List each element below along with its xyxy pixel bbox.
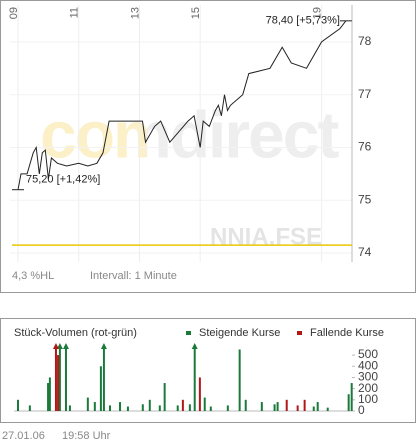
y-tick-label: 100 bbox=[358, 392, 378, 406]
volume-bar bbox=[126, 406, 129, 411]
volume-bar bbox=[99, 366, 102, 411]
watermark: comdirect bbox=[40, 97, 339, 171]
volume-bar bbox=[347, 394, 350, 411]
volume-bar bbox=[312, 406, 315, 411]
range-note: 4,3 %HL bbox=[12, 270, 54, 282]
legend-swatch bbox=[186, 331, 191, 335]
volume-bar bbox=[93, 402, 96, 411]
volume-bar bbox=[176, 405, 179, 411]
overflow-arrow bbox=[62, 343, 69, 349]
volume-bar bbox=[285, 399, 288, 411]
volume-bar bbox=[119, 402, 122, 411]
y-tick-label: 74 bbox=[358, 245, 372, 259]
volume-bar bbox=[141, 404, 144, 411]
overflow-arrow bbox=[191, 343, 198, 349]
volume-bar bbox=[17, 399, 19, 411]
y-tick-label: 300 bbox=[358, 370, 378, 384]
x-tick-label: 09 bbox=[8, 7, 20, 19]
volume-bar bbox=[296, 405, 299, 411]
volume-bar bbox=[47, 383, 50, 411]
interval-note: Intervall: 1 Minute bbox=[90, 270, 177, 282]
price-line bbox=[17, 20, 347, 190]
watermark: NNIA.FSE bbox=[210, 223, 322, 250]
volume-bar bbox=[350, 383, 353, 411]
volume-bar bbox=[276, 402, 279, 411]
x-tick-label: 13 bbox=[129, 7, 141, 19]
volume-bar bbox=[238, 349, 241, 411]
volume-bar bbox=[64, 345, 67, 411]
overflow-arrow bbox=[56, 343, 63, 349]
y-tick-label: 77 bbox=[358, 87, 372, 101]
legend-label: Steigende Kurse bbox=[199, 327, 280, 339]
annotation: 78,40 [+5,73%] bbox=[266, 15, 340, 27]
volume-bar bbox=[28, 405, 31, 411]
legend-label: Fallende Kurse bbox=[310, 327, 384, 339]
volume-panel bbox=[0, 318, 416, 423]
volume-bar bbox=[273, 404, 276, 411]
volume-bar bbox=[68, 405, 71, 411]
y-tick-label: 78 bbox=[358, 34, 372, 48]
y-tick-label: 200 bbox=[358, 381, 378, 395]
volume-bar bbox=[158, 405, 161, 411]
y-tick-label: 0 bbox=[358, 403, 365, 417]
y-tick-label: 75 bbox=[358, 192, 372, 206]
volume-bar bbox=[109, 405, 112, 411]
volume-bar bbox=[260, 402, 263, 411]
volume-bar bbox=[148, 399, 151, 411]
footer-date: 27.01.06 bbox=[2, 430, 45, 442]
volume-bar bbox=[181, 399, 184, 411]
price-panel bbox=[0, 0, 416, 293]
volume-bar bbox=[244, 399, 247, 411]
x-tick-label: 15 bbox=[190, 7, 202, 19]
y-tick-label: 400 bbox=[358, 358, 378, 372]
volume-bar bbox=[57, 355, 60, 411]
volume-bar bbox=[163, 383, 166, 411]
volume-bar bbox=[86, 397, 89, 411]
x-tick-label: 19 bbox=[312, 7, 324, 19]
legend-swatch bbox=[297, 331, 302, 335]
volume-bar bbox=[203, 397, 206, 411]
volume-bar bbox=[193, 345, 196, 411]
volume-title: Stück-Volumen (rot-grün) bbox=[14, 327, 137, 339]
volume-bar bbox=[198, 377, 201, 411]
volume-bar bbox=[48, 377, 51, 411]
overflow-arrow bbox=[52, 343, 59, 349]
volume-bar bbox=[188, 404, 191, 411]
x-tick-label: 11 bbox=[69, 7, 81, 18]
volume-bar bbox=[303, 399, 306, 411]
annotation: 75,20 [+1,42%] bbox=[26, 174, 100, 186]
volume-bar bbox=[209, 406, 212, 411]
y-tick-label: 76 bbox=[358, 140, 372, 154]
y-tick-label: 500 bbox=[358, 347, 378, 361]
footer-time: 19:58 Uhr bbox=[62, 430, 111, 442]
volume-bar bbox=[102, 345, 105, 411]
volume-bar bbox=[326, 407, 329, 411]
overflow-arrow bbox=[100, 343, 107, 349]
volume-bar bbox=[316, 402, 319, 411]
volume-bar bbox=[54, 345, 57, 411]
volume-bar bbox=[58, 345, 61, 411]
volume-bar bbox=[226, 405, 229, 411]
